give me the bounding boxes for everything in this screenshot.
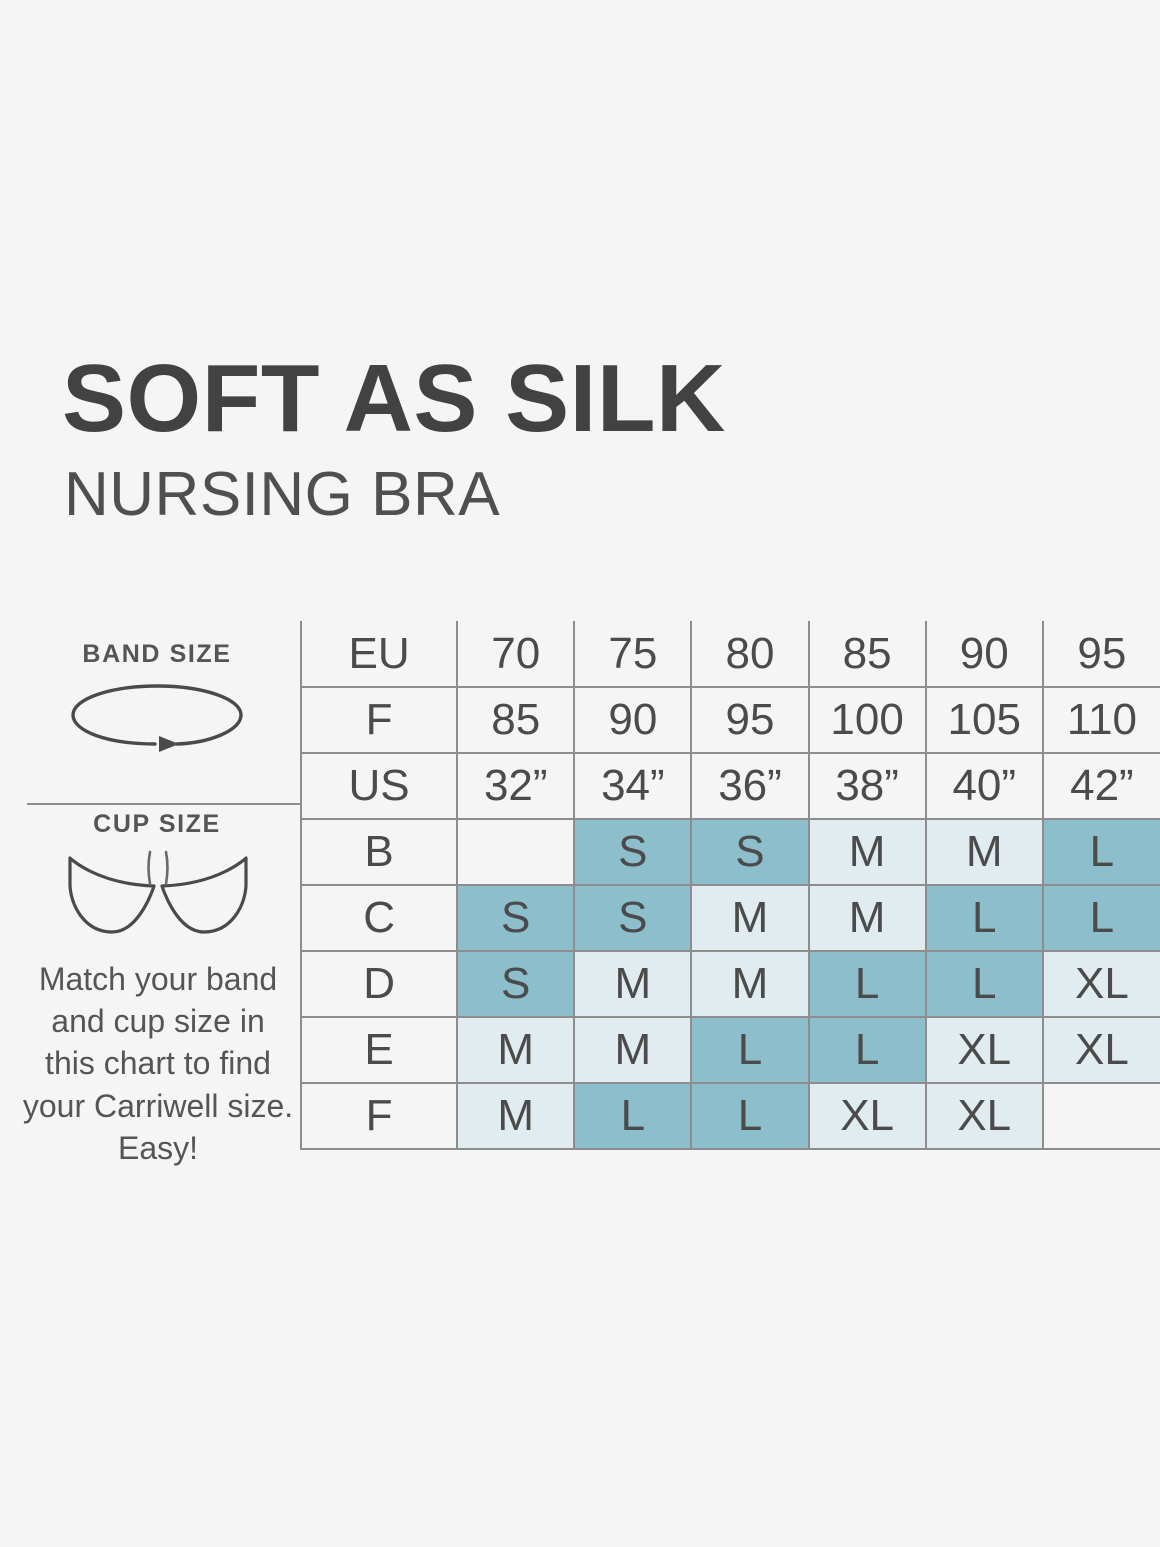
- cell-d-1: M: [574, 950, 693, 1017]
- cell-d-5: XL: [1042, 950, 1160, 1017]
- cell-b-4: M: [925, 818, 1044, 885]
- row-label-cup-e: E: [299, 1016, 459, 1083]
- cell-f-0: 85: [457, 686, 576, 753]
- cell-f2-4: XL: [925, 1082, 1044, 1150]
- cell-eu-2: 80: [691, 621, 810, 687]
- legend-panel: BAND SIZE CUP SIZE Match your band and c…: [14, 620, 300, 1166]
- table-row-band-us: US 32” 34” 36” 38” 40” 42”: [299, 752, 1160, 819]
- page-subtitle: NURSING BRA: [64, 460, 501, 530]
- cell-us-2: 36”: [691, 752, 810, 819]
- table-row-cup-f: F M L L XL XL: [299, 1082, 1160, 1150]
- cell-c-4: L: [925, 884, 1044, 951]
- size-chart-table: EU 70 75 80 85 90 95 F 85 90 95 100 105 …: [299, 621, 1160, 1150]
- legend-divider: [27, 803, 300, 805]
- cell-us-3: 38”: [808, 752, 927, 819]
- cell-c-1: S: [574, 884, 693, 951]
- cell-us-0: 32”: [457, 752, 576, 819]
- table-row-cup-c: C S S M M L L: [299, 884, 1160, 951]
- row-label-cup-f: F: [299, 1082, 459, 1150]
- row-label-cup-b: B: [299, 818, 459, 885]
- cell-f-1: 90: [574, 686, 693, 753]
- table-row-cup-d: D S M M L L XL: [299, 950, 1160, 1017]
- cell-eu-3: 85: [808, 621, 927, 687]
- row-label-eu: EU: [299, 621, 459, 687]
- bra-cups-icon: [62, 848, 254, 938]
- cell-f-4: 105: [925, 686, 1044, 753]
- table-row-band-eu: EU 70 75 80 85 90 95: [299, 621, 1160, 687]
- cell-eu-1: 75: [574, 621, 693, 687]
- cell-d-3: L: [808, 950, 927, 1017]
- cell-c-2: M: [691, 884, 810, 951]
- cell-b-3: M: [808, 818, 927, 885]
- cell-eu-4: 90: [925, 621, 1044, 687]
- cell-b-0: [457, 818, 576, 885]
- row-label-cup-c: C: [299, 884, 459, 951]
- row-label-f: F: [299, 686, 459, 753]
- cell-e-0: M: [457, 1016, 576, 1083]
- cell-d-4: L: [925, 950, 1044, 1017]
- cell-f-2: 95: [691, 686, 810, 753]
- cell-c-0: S: [457, 884, 576, 951]
- cell-f2-2: L: [691, 1082, 810, 1150]
- cell-us-4: 40”: [925, 752, 1044, 819]
- cell-b-5: L: [1042, 818, 1160, 885]
- cup-size-label: CUP SIZE: [93, 810, 221, 838]
- cell-f2-0: M: [457, 1082, 576, 1150]
- cell-f2-5: [1042, 1082, 1160, 1150]
- cell-b-1: S: [574, 818, 693, 885]
- cell-c-5: L: [1042, 884, 1160, 951]
- cell-e-4: XL: [925, 1016, 1044, 1083]
- row-label-cup-d: D: [299, 950, 459, 1017]
- cell-b-2: S: [691, 818, 810, 885]
- cell-e-1: M: [574, 1016, 693, 1083]
- title-block: SOFT AS SILK NURSING BRA: [62, 345, 962, 530]
- cell-us-5: 42”: [1042, 752, 1160, 819]
- cell-d-0: S: [457, 950, 576, 1017]
- size-chart-body: EU 70 75 80 85 90 95 F 85 90 95 100 105 …: [299, 621, 1160, 1150]
- cell-f2-3: XL: [808, 1082, 927, 1150]
- cell-c-3: M: [808, 884, 927, 951]
- band-size-label: BAND SIZE: [82, 640, 232, 668]
- cell-eu-5: 95: [1077, 628, 1127, 678]
- cell-e-5: XL: [1042, 1016, 1160, 1083]
- cell-f-3: 100: [808, 686, 927, 753]
- cell-d-2: M: [691, 950, 810, 1017]
- table-row-cup-e: E M M L L XL XL: [299, 1016, 1160, 1083]
- cell-e-2: L: [691, 1016, 810, 1083]
- cell-f-5: 110: [1042, 686, 1160, 753]
- cell-us-1: 34”: [574, 752, 693, 819]
- legend-note: Match your band and cup size in this cha…: [22, 961, 294, 1166]
- table-row-cup-b: B S S M M L: [299, 818, 1160, 885]
- row-label-us: US: [299, 752, 459, 819]
- cell-f2-1: L: [574, 1082, 693, 1150]
- page-title: SOFT AS SILK: [62, 345, 726, 452]
- table-row-band-f: F 85 90 95 100 105 110: [299, 686, 1160, 753]
- cell-eu-0: 70: [457, 621, 576, 687]
- cell-e-3: L: [808, 1016, 927, 1083]
- band-measure-icon: [67, 680, 247, 752]
